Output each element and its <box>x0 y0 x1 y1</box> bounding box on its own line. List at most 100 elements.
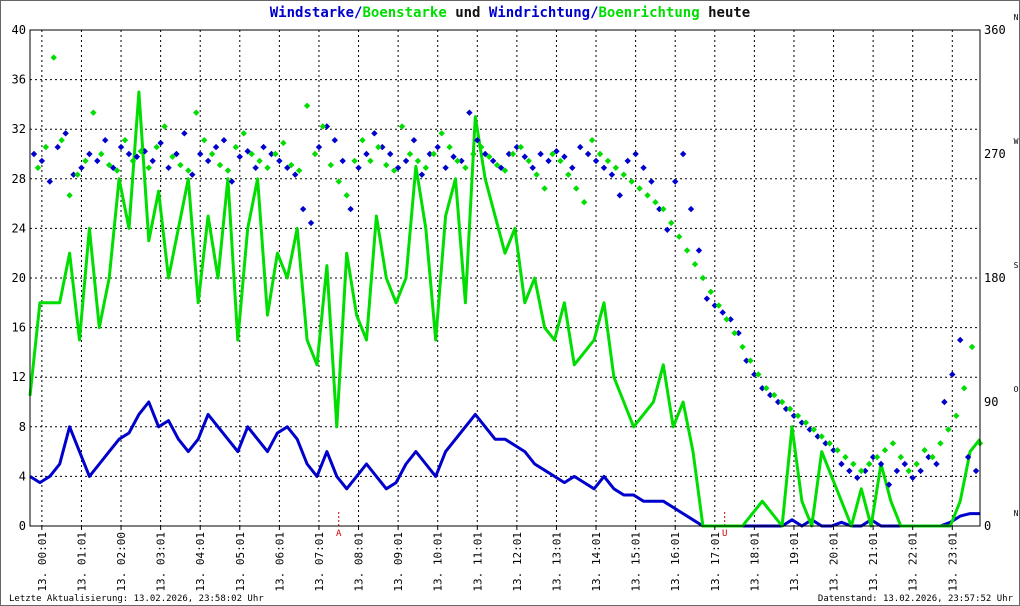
point-windrichtung <box>307 219 315 227</box>
point-windrichtung <box>363 150 370 158</box>
point-windrichtung <box>212 143 220 151</box>
point-boenrichtung <box>937 440 944 447</box>
point-boenrichtung <box>454 157 461 165</box>
point-windrichtung <box>62 130 69 137</box>
footer-data-status: Datenstand: 13.02.2026, 23:57:52 Uhr <box>817 594 1013 604</box>
point-boenrichtung <box>541 185 548 192</box>
point-windrichtung <box>941 398 948 406</box>
point-boenrichtung <box>850 460 857 468</box>
point-boenrichtung <box>573 185 580 192</box>
point-windrichtung <box>672 178 679 185</box>
point-boenrichtung <box>953 412 960 419</box>
point-boenrichtung <box>858 467 865 475</box>
point-boenrichtung <box>66 192 73 199</box>
point-windrichtung <box>608 171 616 178</box>
point-windrichtung <box>482 150 489 158</box>
point-windrichtung <box>846 467 853 475</box>
point-windrichtung <box>854 474 861 481</box>
point-boenrichtung <box>240 130 247 137</box>
point-boenrichtung <box>375 143 382 151</box>
point-boenrichtung <box>739 343 746 351</box>
point-windrichtung <box>664 226 671 233</box>
point-boenrichtung <box>549 150 556 158</box>
point-boenrichtung <box>802 419 810 426</box>
point-windrichtung <box>236 153 243 160</box>
plot-frame <box>29 29 981 527</box>
y-tick-label: 32 <box>12 122 26 136</box>
point-windrichtung <box>331 137 338 144</box>
point-boenrichtung <box>224 167 232 174</box>
point-windrichtung <box>497 164 505 171</box>
point-windrichtung <box>521 153 528 160</box>
point-boenrichtung <box>177 161 184 169</box>
point-windrichtung <box>133 153 141 160</box>
point-boenrichtung <box>485 153 493 160</box>
point-windrichtung <box>569 164 576 171</box>
series-layer <box>28 54 984 528</box>
title-windstarke: Windstarke/ <box>269 5 363 21</box>
point-windrichtung <box>379 143 386 151</box>
x-tick-label: 13. 01:01 <box>75 532 88 592</box>
point-boenrichtung <box>327 161 335 169</box>
point-boenrichtung <box>612 164 620 171</box>
point-windrichtung <box>102 137 109 144</box>
point-boenrichtung <box>90 109 97 116</box>
x-tick-label: 13. 08:01 <box>353 532 366 592</box>
point-windrichtung <box>545 157 552 165</box>
point-windrichtung <box>276 157 283 165</box>
point-windrichtung <box>767 391 774 399</box>
point-windrichtung <box>687 205 695 213</box>
point-windrichtung <box>46 178 53 185</box>
point-windrichtung <box>165 164 172 171</box>
point-boenrichtung <box>414 157 422 165</box>
point-windrichtung <box>489 157 497 165</box>
point-windrichtung <box>862 467 869 475</box>
point-windrichtung <box>869 453 877 461</box>
point-windrichtung <box>656 205 663 213</box>
x-tick-label: 13. 17:01 <box>709 532 722 592</box>
point-boenrichtung <box>121 137 129 144</box>
point-boenrichtung <box>383 161 390 169</box>
point-boenrichtung <box>834 447 841 454</box>
point-windrichtung <box>355 164 362 171</box>
point-boenrichtung <box>34 164 42 171</box>
point-boenrichtung <box>359 137 366 144</box>
point-windrichtung <box>141 148 148 155</box>
point-windrichtung <box>173 150 180 158</box>
point-windrichtung <box>822 440 829 447</box>
point-windrichtung <box>125 150 133 158</box>
point-windrichtung <box>434 143 441 151</box>
point-boenrichtung <box>786 405 794 413</box>
point-boenrichtung <box>161 123 168 130</box>
point-windrichtung <box>418 171 426 178</box>
point-boenrichtung <box>652 199 659 206</box>
point-windrichtung <box>30 150 38 158</box>
point-boenrichtung <box>557 157 564 165</box>
point-windrichtung <box>901 460 908 468</box>
point-boenrichtung <box>691 261 699 268</box>
y-tick-label: 8 <box>19 420 26 434</box>
direction-letter: W <box>1014 137 1019 146</box>
point-boenrichtung <box>580 199 588 206</box>
point-boenrichtung <box>818 433 825 440</box>
point-boenrichtung <box>335 178 342 185</box>
point-boenrichtung <box>98 150 105 158</box>
point-windrichtung <box>513 143 521 151</box>
point-windrichtung <box>284 164 291 171</box>
point-boenrichtung <box>74 171 81 178</box>
point-boenrichtung <box>509 150 517 158</box>
point-boenrichtung <box>865 460 873 468</box>
y2-tick-label: 90 <box>984 395 998 409</box>
point-boenrichtung <box>288 161 295 169</box>
point-boenrichtung <box>525 157 532 165</box>
x-tick-label: 13. 04:01 <box>194 532 207 592</box>
x-tick-label: 13. 00:01 <box>36 532 49 592</box>
x-tick-label: 13. 19:01 <box>788 532 801 592</box>
point-boenrichtung <box>208 150 216 158</box>
point-boenrichtung <box>58 137 65 144</box>
x-tick-label: 13. 07:01 <box>313 532 326 592</box>
point-boenrichtung <box>82 157 89 165</box>
point-boenrichtung <box>105 161 113 169</box>
point-windrichtung <box>442 164 449 171</box>
